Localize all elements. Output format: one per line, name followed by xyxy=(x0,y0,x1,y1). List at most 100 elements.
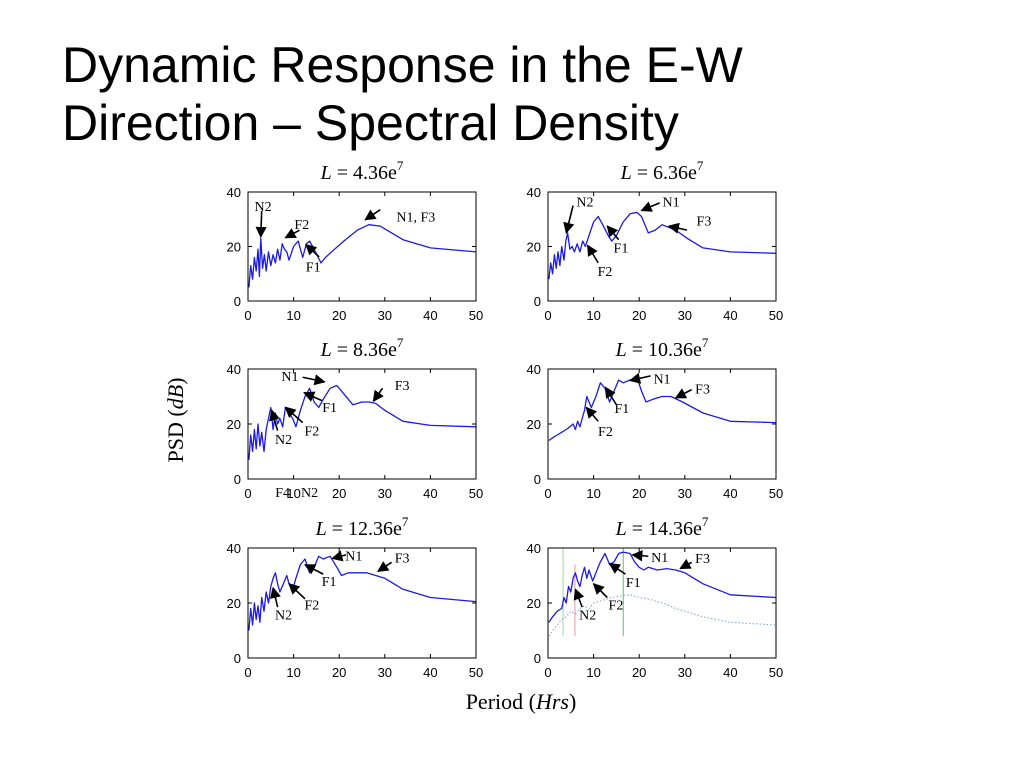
annotation-arrow xyxy=(608,563,626,575)
subplot-title: L = 10.36e7 xyxy=(615,335,709,361)
psd-line xyxy=(548,376,777,442)
x-tick-label: 40 xyxy=(423,486,437,501)
annotation-arrow xyxy=(255,211,267,239)
annotation-arrow xyxy=(592,582,608,599)
x-tick-label: 10 xyxy=(586,665,600,680)
y-tick-label: 0 xyxy=(534,294,541,309)
x-tick-label: 30 xyxy=(678,308,692,323)
x-tick-label: 10 xyxy=(586,486,600,501)
annotation-arrow xyxy=(606,225,620,241)
x-tick-label: 0 xyxy=(244,486,251,501)
y-tick-label: 0 xyxy=(534,472,541,487)
annotation-arrow xyxy=(377,561,393,573)
annotation-label: F1 xyxy=(626,576,641,591)
annotation-arrow xyxy=(631,550,649,562)
annotation-label: N2 xyxy=(576,195,593,210)
x-tick-label: 20 xyxy=(332,308,346,323)
annotation-label: N1, F3 xyxy=(396,211,435,226)
annotation-label: F1 xyxy=(322,575,337,590)
annotation-label: N1 xyxy=(281,370,298,385)
x-tick-label: 0 xyxy=(244,665,251,680)
annotation-label: F2 xyxy=(294,218,309,233)
annotation-label: F2 xyxy=(598,425,613,440)
y-tick-label: 0 xyxy=(234,294,241,309)
annotation-label: F3 xyxy=(695,552,710,567)
annotation-label: F3 xyxy=(695,383,710,398)
y-tick-label: 40 xyxy=(227,185,241,200)
x-tick-label: 0 xyxy=(244,308,251,323)
x-tick-label: 40 xyxy=(423,308,437,323)
annotation-label: N1 xyxy=(651,551,668,566)
x-tick-label: 50 xyxy=(469,665,483,680)
y-tick-label: 20 xyxy=(227,596,241,611)
annotation-arrow xyxy=(269,586,281,608)
annotation-label: N2 xyxy=(301,486,318,501)
annotation-label: F3 xyxy=(395,551,410,566)
x-tick-label: 50 xyxy=(769,665,783,680)
slide-title-line-2: Direction – Spectral Density xyxy=(62,95,679,151)
subplot-title: L = 12.36e7 xyxy=(315,514,409,540)
x-tick-label: 50 xyxy=(469,308,483,323)
annotation-label: F2 xyxy=(598,265,613,280)
annotation-arrow xyxy=(305,243,320,258)
annotation-label: N1 xyxy=(663,195,680,210)
annotation-arrow xyxy=(563,205,575,234)
y-axis-label: PSD (dB) xyxy=(163,378,188,463)
x-tick-label: 40 xyxy=(723,486,737,501)
annotation-arrow xyxy=(674,388,693,399)
x-tick-label: 50 xyxy=(769,308,783,323)
annotation-label: N1 xyxy=(345,549,362,564)
y-tick-label: 40 xyxy=(527,541,541,556)
annotation-label: F4 xyxy=(275,486,290,501)
x-tick-label: 20 xyxy=(632,486,646,501)
x-tick-label: 50 xyxy=(469,486,483,501)
annotation-arrow xyxy=(585,406,599,422)
x-tick-label: 10 xyxy=(286,486,300,501)
annotation-arrow xyxy=(302,374,326,386)
x-tick-label: 50 xyxy=(769,486,783,501)
y-tick-label: 20 xyxy=(227,417,241,432)
annotation-label: N1 xyxy=(653,372,670,387)
annotation-arrow xyxy=(269,409,280,431)
x-tick-label: 10 xyxy=(286,665,300,680)
x-tick-label: 20 xyxy=(332,486,346,501)
annotation-label: F2 xyxy=(304,425,319,440)
x-tick-label: 40 xyxy=(423,665,437,680)
x-tick-label: 40 xyxy=(723,665,737,680)
annotation-label: F2 xyxy=(609,598,624,613)
secondary-spectrum-line xyxy=(548,594,777,637)
y-tick-label: 40 xyxy=(527,185,541,200)
annotation-arrow xyxy=(331,550,347,562)
annotation-label: F1 xyxy=(306,261,321,276)
x-tick-label: 30 xyxy=(678,665,692,680)
x-tick-label: 30 xyxy=(378,665,392,680)
x-tick-label: 30 xyxy=(378,308,392,323)
x-tick-label: 20 xyxy=(632,308,646,323)
annotation-arrow xyxy=(364,209,381,221)
psd-line xyxy=(248,384,477,460)
annotation-arrow xyxy=(604,386,618,406)
y-tick-label: 20 xyxy=(527,240,541,255)
x-tick-label: 40 xyxy=(723,308,737,323)
x-tick-label: 20 xyxy=(632,665,646,680)
plot-frame xyxy=(247,547,477,659)
subplot-title: L = 8.36e7 xyxy=(320,335,404,361)
x-tick-label: 10 xyxy=(586,308,600,323)
x-tick-label: 20 xyxy=(332,665,346,680)
annotation-label: F1 xyxy=(614,402,629,417)
annotation-arrow xyxy=(679,558,693,570)
subplot-1: 0 10 20 30 40 50 0 20 40 L = 4.36e7 N2 F2 N1, F3 F1 xyxy=(227,158,484,323)
annotation-arrow xyxy=(640,201,661,212)
annotation-label: N2 xyxy=(254,200,271,215)
annotation-arrow xyxy=(573,588,585,608)
psd-line xyxy=(548,211,777,280)
x-tick-label: 30 xyxy=(378,486,392,501)
annotation-arrow xyxy=(284,406,304,424)
x-tick-label: 0 xyxy=(544,308,551,323)
y-tick-label: 0 xyxy=(234,472,241,487)
